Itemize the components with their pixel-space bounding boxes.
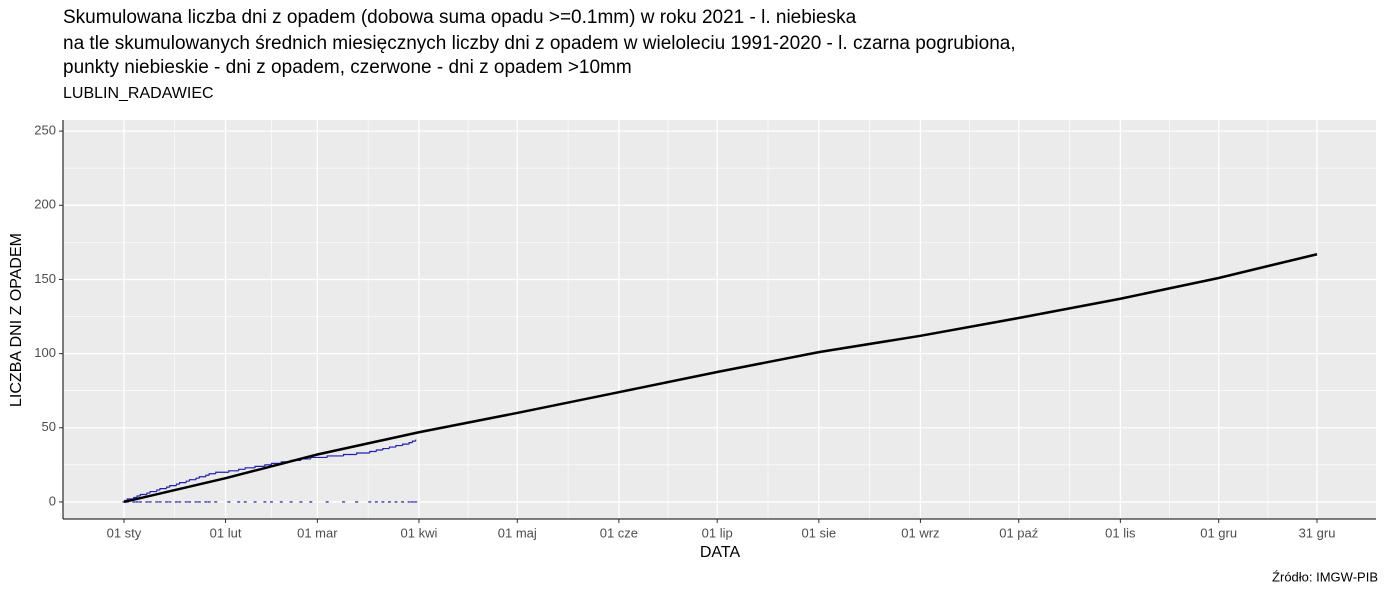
step-segment <box>382 447 390 451</box>
step-segment <box>264 464 272 467</box>
title-line: Skumulowana liczba dni z opadem (dobowa … <box>63 7 857 28</box>
caption: Źródło: IMGW-PIB <box>1272 569 1378 584</box>
step-segment <box>198 476 206 479</box>
step-segment <box>395 444 403 448</box>
x-tick-label: 01 cze <box>600 525 638 540</box>
step-segment <box>356 452 370 455</box>
x-tick-label: 01 lip <box>702 525 733 540</box>
series-line <box>123 253 1318 504</box>
y-axis-label: LICZBA DNI Z OPADEM <box>8 233 25 407</box>
y-tick-label: 200 <box>34 197 56 212</box>
step-segment <box>388 446 397 449</box>
panel <box>63 120 1376 519</box>
step-segment <box>185 480 190 483</box>
step-segment <box>146 492 151 495</box>
x-tick-label: 01 lis <box>1105 525 1136 540</box>
y-tick-label: 250 <box>34 123 56 138</box>
step-segment <box>159 487 167 491</box>
step-segment <box>254 465 265 468</box>
step-segment <box>342 453 357 456</box>
step-segment <box>411 440 416 443</box>
step-segment <box>139 493 147 497</box>
subtitle: LUBLIN_RADAWIEC <box>63 85 214 102</box>
x-axis-label: DATA <box>700 544 741 561</box>
step-segment <box>205 474 210 477</box>
y-tick-label: 150 <box>34 271 56 286</box>
y-tick-label: 50 <box>42 419 56 434</box>
x-tick-label: 31 gru <box>1299 525 1336 540</box>
step-segment <box>165 486 170 489</box>
x-tick-label: 01 wrz <box>901 525 939 540</box>
y-tick-label: 0 <box>49 493 56 508</box>
step-segment <box>149 490 157 494</box>
x-tick-label: 01 maj <box>498 525 537 540</box>
step-segment <box>188 479 197 482</box>
step-segment <box>195 477 200 480</box>
step-segment <box>208 473 216 476</box>
step-segment <box>175 483 180 486</box>
step-segment <box>375 449 383 452</box>
x-tick-label: 01 lut <box>210 525 242 540</box>
title-line: punkty niebieskie - dni z opadem, czerwo… <box>63 57 632 78</box>
step-segment <box>156 489 161 492</box>
x-tick-label: 01 mar <box>297 525 338 540</box>
step-segment <box>244 467 256 470</box>
x-tick-label: 01 sty <box>107 525 142 540</box>
step-segment <box>401 443 410 446</box>
y-tick-label: 100 <box>34 345 56 360</box>
step-segment <box>326 455 344 458</box>
grid <box>63 120 1376 519</box>
x-tick-label: 01 sie <box>801 525 836 540</box>
title-line: na tle skumulowanych średnich miesięczny… <box>63 33 1016 54</box>
x-tick-label: 01 gru <box>1200 525 1237 540</box>
step-segment <box>215 471 229 474</box>
x-tick-label: 01 paź <box>999 525 1038 540</box>
marks <box>122 253 1318 504</box>
x-tick-label: 01 kwi <box>401 525 438 540</box>
step-segment <box>228 470 239 473</box>
step-segment <box>136 495 141 498</box>
step-segment <box>369 450 377 453</box>
step-segment <box>408 442 413 445</box>
step-segment <box>238 468 246 471</box>
step-segment <box>169 485 177 488</box>
step-segment <box>179 482 187 485</box>
